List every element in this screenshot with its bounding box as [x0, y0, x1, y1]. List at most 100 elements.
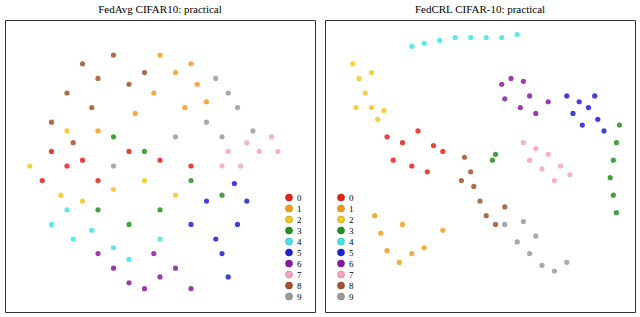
point [552, 178, 557, 183]
series [490, 123, 622, 216]
point [151, 251, 156, 256]
legend-marker [286, 249, 293, 256]
point [173, 134, 178, 139]
point [126, 149, 131, 154]
point [40, 178, 45, 183]
series [49, 207, 163, 262]
point [188, 222, 193, 227]
point [608, 175, 613, 180]
point [95, 128, 100, 133]
legend-label: 9 [349, 292, 354, 302]
legend-label: 4 [297, 237, 302, 247]
point [64, 207, 69, 212]
point [471, 184, 476, 189]
point [204, 198, 209, 203]
legend-marker [338, 282, 345, 289]
point [415, 128, 420, 133]
axis-line [6, 20, 316, 21]
point [71, 140, 76, 145]
point [527, 158, 532, 163]
legend-label: 0 [297, 193, 302, 203]
plot-area [27, 52, 280, 291]
point [269, 134, 274, 139]
point [490, 158, 495, 163]
point [182, 105, 187, 110]
point [369, 105, 374, 110]
point [539, 263, 544, 268]
point [213, 236, 218, 241]
point [614, 140, 619, 145]
point [372, 213, 377, 218]
point [502, 222, 507, 227]
point [226, 149, 231, 154]
point [219, 193, 224, 198]
point [49, 149, 54, 154]
axis-line [326, 312, 636, 313]
legend-label: 3 [297, 226, 302, 236]
point [195, 82, 200, 87]
point [431, 143, 436, 148]
chart-panel: FedAvg CIFAR10: practical0123456789 [6, 3, 316, 313]
point [173, 193, 178, 198]
legend-label: 5 [297, 248, 302, 258]
point [552, 269, 557, 274]
point [437, 38, 442, 43]
point [546, 99, 551, 104]
point [95, 76, 100, 81]
legend-label: 6 [349, 259, 354, 269]
series [459, 155, 508, 227]
legend-label: 8 [349, 281, 354, 291]
point [558, 163, 563, 168]
legend-label: 1 [349, 204, 354, 214]
series [219, 134, 280, 168]
frame-right [315, 21, 316, 313]
axis-line [315, 21, 316, 313]
legend-marker [286, 216, 293, 223]
point [400, 222, 405, 227]
series [95, 251, 193, 291]
point [219, 134, 224, 139]
point [133, 111, 138, 116]
point [499, 82, 504, 87]
series [350, 61, 386, 122]
point [515, 239, 520, 244]
series [111, 76, 256, 169]
legend-marker [338, 238, 345, 245]
point [204, 99, 209, 104]
point [219, 163, 224, 168]
point [409, 163, 414, 168]
point [353, 105, 358, 110]
point [592, 93, 597, 98]
legend-marker [286, 205, 293, 212]
legend-marker [338, 194, 345, 201]
point [477, 198, 482, 203]
axis-line [6, 312, 316, 313]
point [64, 163, 69, 168]
point [397, 260, 402, 265]
plot-area [350, 32, 622, 274]
point [499, 35, 504, 40]
point [384, 134, 389, 139]
frame-right [635, 21, 636, 313]
point [126, 257, 131, 262]
series [372, 213, 445, 265]
legend-marker [286, 271, 293, 278]
point [126, 82, 131, 87]
point [601, 128, 606, 133]
point [363, 90, 368, 95]
point [157, 52, 162, 57]
point [521, 140, 526, 145]
series [502, 219, 569, 274]
legend-label: 1 [297, 204, 302, 214]
point [27, 163, 32, 168]
point [142, 286, 147, 291]
axis-line [326, 20, 636, 21]
point [126, 222, 131, 227]
frame-top [326, 20, 636, 21]
point [157, 158, 162, 163]
point [188, 163, 193, 168]
point [502, 204, 507, 209]
point [484, 35, 489, 40]
point [580, 123, 585, 128]
point [238, 163, 243, 168]
